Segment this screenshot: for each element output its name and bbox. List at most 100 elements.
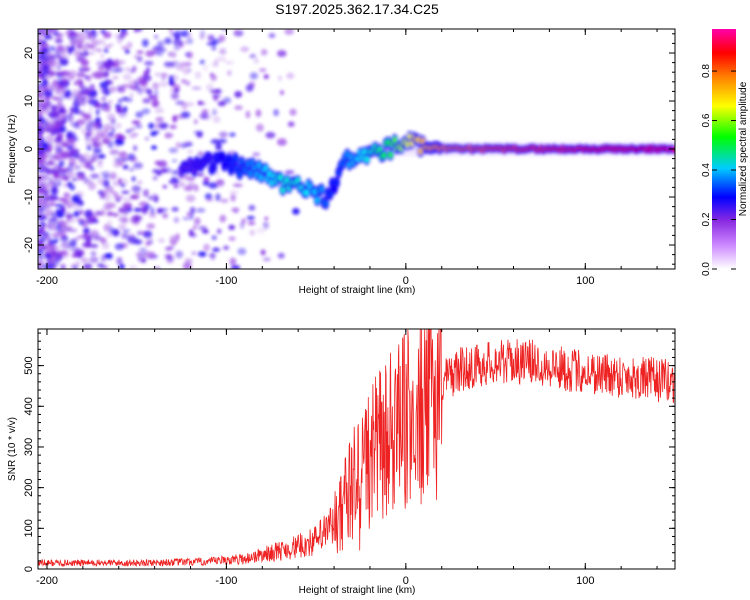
noise-blob	[60, 264, 65, 269]
y-tick-label: 10	[23, 95, 35, 107]
noise-blob	[156, 207, 165, 213]
noise-blob	[168, 147, 179, 154]
noise-blob	[69, 148, 80, 154]
noise-blob	[208, 182, 218, 189]
noise-blob	[39, 226, 45, 232]
noise-blob	[58, 57, 69, 66]
noise-blob	[157, 40, 165, 49]
noise-blob	[255, 109, 262, 118]
noise-blob	[162, 213, 169, 219]
noise-blob	[264, 216, 269, 221]
noise-blob	[67, 29, 74, 32]
noise-blob	[211, 38, 218, 47]
noise-blob	[54, 38, 63, 44]
noise-blob	[64, 193, 73, 201]
noise-blob	[130, 126, 135, 132]
noise-blob	[76, 100, 87, 106]
noise-blob	[89, 102, 98, 107]
snr-frame	[37, 328, 676, 570]
noise-blob	[143, 74, 152, 82]
noise-blob	[154, 266, 161, 269]
noise-blob	[187, 149, 194, 154]
ridge-core	[304, 189, 309, 196]
noise-blob	[262, 221, 269, 230]
noise-blob	[229, 132, 236, 137]
noise-blob	[171, 207, 179, 212]
noise-blob	[42, 79, 47, 84]
noise-blob	[70, 264, 76, 269]
noise-blob	[80, 86, 91, 95]
noise-blob	[185, 80, 191, 86]
noise-blob	[38, 188, 45, 194]
ridge-core	[323, 200, 329, 207]
noise-blob	[76, 119, 86, 126]
ridge-core	[364, 155, 370, 163]
noise-blob	[155, 50, 164, 57]
noise-blob	[89, 51, 95, 55]
noise-blob	[46, 139, 52, 144]
noise-blob	[204, 193, 213, 200]
noise-blob	[90, 173, 100, 179]
noise-blob	[58, 71, 67, 75]
noise-blob	[136, 55, 143, 63]
noise-blob	[150, 131, 157, 137]
noise-blob	[110, 67, 120, 74]
noise-blob	[115, 198, 121, 202]
noise-blob	[46, 257, 56, 266]
noise-blob	[184, 258, 193, 264]
noise-blob	[146, 223, 155, 230]
noise-blob	[241, 218, 246, 224]
noise-blob	[120, 29, 128, 34]
noise-blob	[185, 102, 195, 106]
noise-blob	[66, 131, 77, 140]
colorbar-tick-label: 0.8	[701, 64, 712, 78]
noise-blob	[56, 44, 65, 52]
noise-blob	[168, 75, 175, 80]
noise-blob	[123, 197, 132, 204]
noise-blob	[99, 81, 109, 89]
noise-blob	[41, 232, 51, 236]
noise-blob	[76, 55, 85, 61]
x-tick-label: -100	[215, 275, 237, 287]
noise-blob	[38, 33, 43, 40]
noise-blob	[215, 142, 222, 151]
noise-blob	[128, 265, 138, 269]
ridge-core	[381, 152, 387, 159]
noise-blob	[182, 216, 191, 221]
noise-blob	[133, 162, 144, 170]
noise-blob	[154, 160, 163, 166]
snr-series-line	[38, 329, 675, 568]
noise-blob	[112, 212, 119, 217]
noise-blob	[132, 145, 138, 152]
noise-blob	[193, 184, 199, 192]
noise-blob	[168, 29, 174, 33]
noise-blob	[108, 42, 114, 48]
noise-blob	[181, 79, 187, 84]
noise-blob	[69, 246, 79, 252]
y-tick-label: 0	[23, 566, 35, 572]
noise-blob	[260, 48, 267, 56]
noise-blob	[144, 203, 151, 210]
noise-blob	[66, 215, 71, 221]
noise-blob	[146, 251, 156, 259]
noise-blob	[181, 30, 189, 38]
noise-blob	[118, 213, 128, 218]
noise-blob	[67, 116, 74, 121]
noise-blob	[141, 39, 149, 47]
noise-blob	[199, 34, 205, 40]
noise-blob	[276, 138, 287, 146]
noise-blob	[128, 79, 139, 87]
noise-blob	[41, 63, 48, 71]
noise-blob	[89, 83, 95, 92]
noise-blob	[38, 149, 46, 156]
noise-blob	[232, 183, 243, 188]
noise-blob	[131, 132, 139, 137]
noise-blob	[109, 149, 120, 156]
noise-blob	[183, 140, 193, 146]
noise-blob	[38, 72, 43, 80]
noise-blob	[229, 257, 237, 266]
noise-blob	[153, 195, 159, 203]
noise-blob	[103, 48, 109, 53]
noise-blob	[142, 189, 150, 198]
